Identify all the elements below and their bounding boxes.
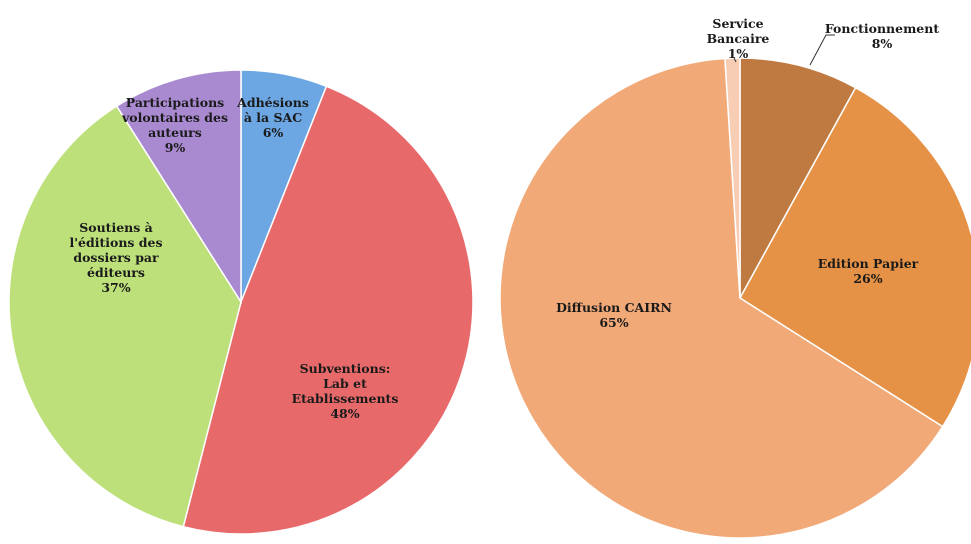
pie0-data-label-3: Participations volontaires des auteurs 9% — [121, 95, 228, 155]
pie0-data-label-0-line-0: Adhésions — [236, 95, 309, 110]
pie1-data-label-3-line-1: Bancaire — [707, 31, 770, 46]
pie1-leader-line-3 — [733, 57, 737, 63]
pie0-data-label-2-line-0: Soutiens à — [79, 220, 153, 235]
pie0-slice-3 — [115, 69, 242, 305]
pie0-data-label-3-line-0: Participations — [126, 95, 224, 110]
pie0-data-label-0-line-1: à la SAC — [244, 110, 302, 125]
pie1-slice-1 — [739, 86, 971, 428]
pie1-leader-line-0 — [809, 34, 835, 66]
pie0-data-label-0: Adhésions à la SAC 6% — [236, 95, 309, 140]
pie0-data-label-1-line-0: Subventions: — [300, 361, 391, 376]
pie0-data-label-3-line-3: 9% — [165, 140, 186, 155]
pie0-data-label-3-line-2: auteurs — [148, 125, 202, 140]
pie1-data-label-3: Service Bancaire 1% — [707, 16, 770, 61]
pie1-data-label-1-line-0: Edition Papier — [818, 256, 919, 271]
pie0-data-label-1-line-2: Etablissements — [292, 391, 399, 406]
pie1-data-label-3-line-2: 1% — [728, 46, 749, 61]
pie1-data-label-0-line-0: Fonctionnement — [825, 21, 939, 36]
pie1-data-label-0-line-1: 8% — [872, 36, 893, 51]
pie0-data-label-1-line-1: Lab et — [323, 376, 367, 391]
pie1-data-label-0: Fonctionnement 8% — [825, 21, 939, 51]
pie1-data-label-1: Edition Papier 26% — [818, 256, 919, 286]
pie1-slice-0 — [739, 57, 857, 299]
pie0-data-label-2: Soutiens à l'éditions des dossiers par édit… — [69, 220, 162, 295]
pie0-data-label-0-line-2: 6% — [263, 125, 284, 140]
pie0-data-label-3-line-1: volontaires des — [121, 110, 228, 125]
pie0-data-label-1-line-3: 48% — [330, 406, 359, 421]
pie0-data-label-2-line-4: 37% — [101, 280, 130, 295]
pie1-data-label-2: Diffusion CAIRN 65% — [556, 300, 672, 330]
pie1-slice-3 — [724, 57, 741, 299]
pie-chart-revenues: Adhésions à la SAC 6% Subventions: Lab et Eta… — [8, 69, 474, 535]
pie0-slice-1 — [182, 85, 474, 535]
pie1-data-label-1-line-1: 26% — [853, 271, 882, 286]
pie0-data-label-2-line-2: dossiers par — [73, 250, 159, 265]
pie1-data-label-2-line-1: 65% — [599, 315, 628, 330]
pie1-data-label-3-line-0: Service — [712, 16, 763, 31]
pie0-data-label-2-line-1: l'éditions des — [69, 235, 162, 250]
pie-chart-expenses: Fonctionnement 8% Edition Papier 26% Diffusi… — [499, 16, 971, 539]
pie0-data-label-1: Subventions: Lab et Etablissements 48% — [292, 361, 399, 421]
pie0-data-label-2-line-3: éditeurs — [87, 265, 145, 280]
pie1-slice-2 — [499, 57, 944, 539]
pie1-data-label-2-line-0: Diffusion CAIRN — [556, 300, 672, 315]
